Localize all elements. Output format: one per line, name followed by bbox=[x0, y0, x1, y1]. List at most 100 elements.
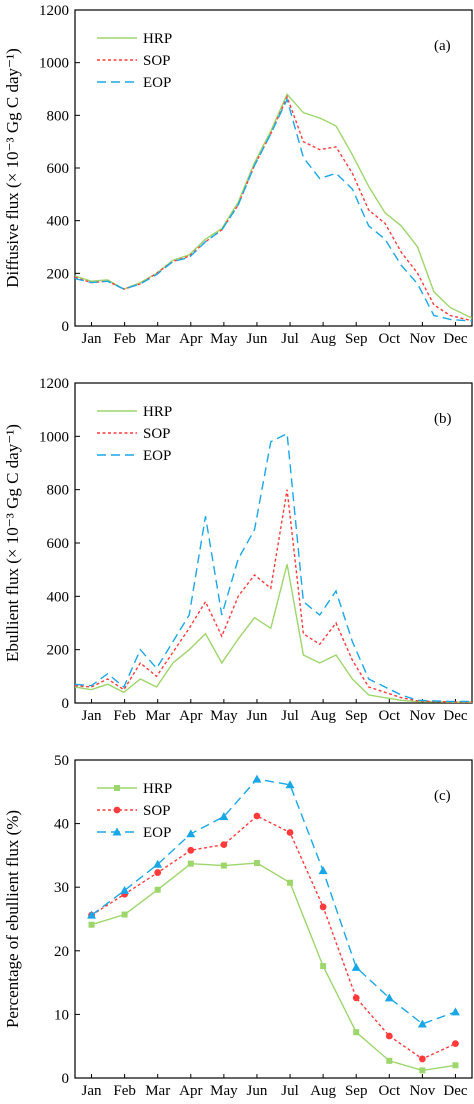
legend-marker bbox=[114, 785, 120, 791]
y-tick-label: 600 bbox=[47, 536, 70, 552]
y-axis-title: Percentage of ebullient flux (%) bbox=[3, 810, 22, 1028]
x-tick-label: Sep bbox=[345, 708, 368, 724]
data-point-eop bbox=[285, 780, 295, 789]
data-point-sop bbox=[352, 994, 360, 1002]
y-tick-label: 800 bbox=[47, 108, 70, 124]
data-point-eop bbox=[417, 1019, 427, 1028]
data-point-eop bbox=[153, 859, 163, 868]
x-tick-label: Jun bbox=[247, 331, 268, 347]
data-point-hrp bbox=[353, 1029, 360, 1036]
x-tick-label: Aug bbox=[310, 1083, 336, 1099]
x-tick-label: Jul bbox=[281, 708, 299, 724]
panel-label: (b) bbox=[434, 411, 452, 427]
x-tick-label: Apr bbox=[179, 331, 202, 347]
y-tick-label: 600 bbox=[47, 161, 70, 177]
x-tick-label: May bbox=[210, 1083, 238, 1099]
data-point-eop bbox=[252, 774, 262, 783]
data-point-sop bbox=[418, 1055, 426, 1063]
x-tick-label: Jul bbox=[281, 331, 299, 347]
y-tick-label: 0 bbox=[62, 319, 70, 335]
data-point-hrp bbox=[121, 911, 128, 918]
data-point-eop bbox=[87, 910, 97, 919]
x-tick-label: Mar bbox=[145, 331, 170, 347]
y-tick-label: 1000 bbox=[39, 429, 69, 445]
y-tick-label: 20 bbox=[54, 944, 69, 960]
panel-c: 0 10 20 30 40 50 Jan Feb Mar Apr May Jun Jul Aug Sep Oc… bbox=[3, 753, 473, 1099]
data-point-hrp bbox=[386, 1057, 393, 1064]
y-axis-title: Ebullient flux (× 10⁻³ Gg C day⁻¹) bbox=[3, 424, 22, 662]
x-tick-label: Jun bbox=[247, 708, 268, 724]
x-tick-label: Aug bbox=[310, 708, 336, 724]
series-line-sop bbox=[74, 95, 473, 322]
data-point-eop bbox=[186, 829, 196, 838]
legend-label-hrp: HRP bbox=[143, 31, 172, 47]
x-tick-label: Dec bbox=[443, 331, 467, 347]
plot-frame bbox=[74, 759, 473, 1079]
y-tick-label: 30 bbox=[54, 880, 69, 896]
x-tick-label: Dec bbox=[443, 1083, 467, 1099]
data-point-hrp bbox=[419, 1067, 426, 1074]
y-tick-label: 10 bbox=[54, 1007, 69, 1023]
legend-marker bbox=[112, 827, 122, 836]
series-line-hrp bbox=[91, 862, 456, 1072]
data-point-sop bbox=[220, 841, 228, 848]
x-tick-label: Aug bbox=[310, 331, 336, 347]
data-point-sop bbox=[452, 1040, 459, 1048]
legend-label-sop: SOP bbox=[143, 53, 171, 69]
y-tick-label: 800 bbox=[47, 483, 70, 499]
data-point-hrp bbox=[220, 862, 227, 869]
data-point-eop bbox=[351, 962, 361, 971]
x-tick-label: Dec bbox=[443, 708, 467, 724]
data-point-hrp bbox=[187, 860, 194, 867]
x-tick-label: Oct bbox=[378, 331, 400, 347]
data-point-eop bbox=[318, 866, 328, 875]
data-point-hrp bbox=[320, 963, 327, 970]
data-point-sop bbox=[319, 903, 327, 911]
y-tick-label: 400 bbox=[47, 589, 70, 605]
y-tick-label: 0 bbox=[62, 696, 70, 712]
x-tick-label: Sep bbox=[345, 1083, 368, 1099]
data-point-hrp bbox=[253, 860, 260, 867]
series-line-sop bbox=[91, 815, 456, 1060]
data-point-hrp bbox=[452, 1062, 459, 1069]
y-tick-label: 1200 bbox=[39, 376, 69, 392]
panel-label: (a) bbox=[434, 38, 451, 54]
legend-label-hrp: HRP bbox=[143, 404, 172, 420]
x-tick-label: Mar bbox=[145, 1083, 170, 1099]
x-tick-label: Nov bbox=[409, 331, 435, 347]
series-line-eop bbox=[74, 97, 472, 322]
panel-b: 0 200 400 600 800 1000 1200 Jan Feb Mar Apr May Jun J… bbox=[3, 376, 473, 724]
x-tick-label: Jan bbox=[82, 331, 102, 347]
x-tick-label: Apr bbox=[179, 1083, 202, 1099]
y-tick-label: 40 bbox=[54, 817, 69, 833]
y-axis-title: Diffusive flux (× 10⁻³ Gg C day⁻¹) bbox=[3, 48, 22, 288]
series-line-hrp bbox=[74, 564, 472, 703]
data-point-eop bbox=[120, 885, 130, 894]
x-tick-label: Feb bbox=[113, 331, 136, 347]
panel-a: 0 200 400 600 800 1000 1200 Jan Feb Mar Apr May Jun J… bbox=[3, 3, 473, 347]
y-tick-label: 0 bbox=[62, 1071, 70, 1087]
data-point-sop bbox=[385, 1032, 393, 1040]
series-line-sop bbox=[74, 489, 472, 703]
legend-label-eop: EOP bbox=[143, 75, 171, 91]
x-tick-label: Jul bbox=[281, 1083, 299, 1099]
legend-label-sop: SOP bbox=[143, 426, 171, 442]
panel-label: (c) bbox=[434, 788, 451, 804]
data-point-sop bbox=[286, 829, 294, 836]
series-line-hrp bbox=[74, 93, 473, 319]
y-tick-label: 50 bbox=[54, 753, 69, 769]
x-tick-label: Jun bbox=[247, 1083, 268, 1099]
data-point-sop bbox=[253, 812, 261, 820]
data-point-eop bbox=[450, 1007, 460, 1016]
legend-label-eop: EOP bbox=[143, 448, 171, 464]
y-tick-label: 400 bbox=[47, 214, 70, 230]
data-point-eop bbox=[384, 993, 394, 1002]
series-line-eop bbox=[91, 778, 456, 1025]
y-tick-label: 200 bbox=[47, 266, 70, 282]
y-tick-label: 1000 bbox=[39, 56, 69, 72]
x-tick-label: Nov bbox=[409, 708, 435, 724]
legend-label-sop: SOP bbox=[143, 803, 171, 819]
x-tick-label: Oct bbox=[378, 708, 400, 724]
x-tick-label: May bbox=[210, 331, 238, 347]
